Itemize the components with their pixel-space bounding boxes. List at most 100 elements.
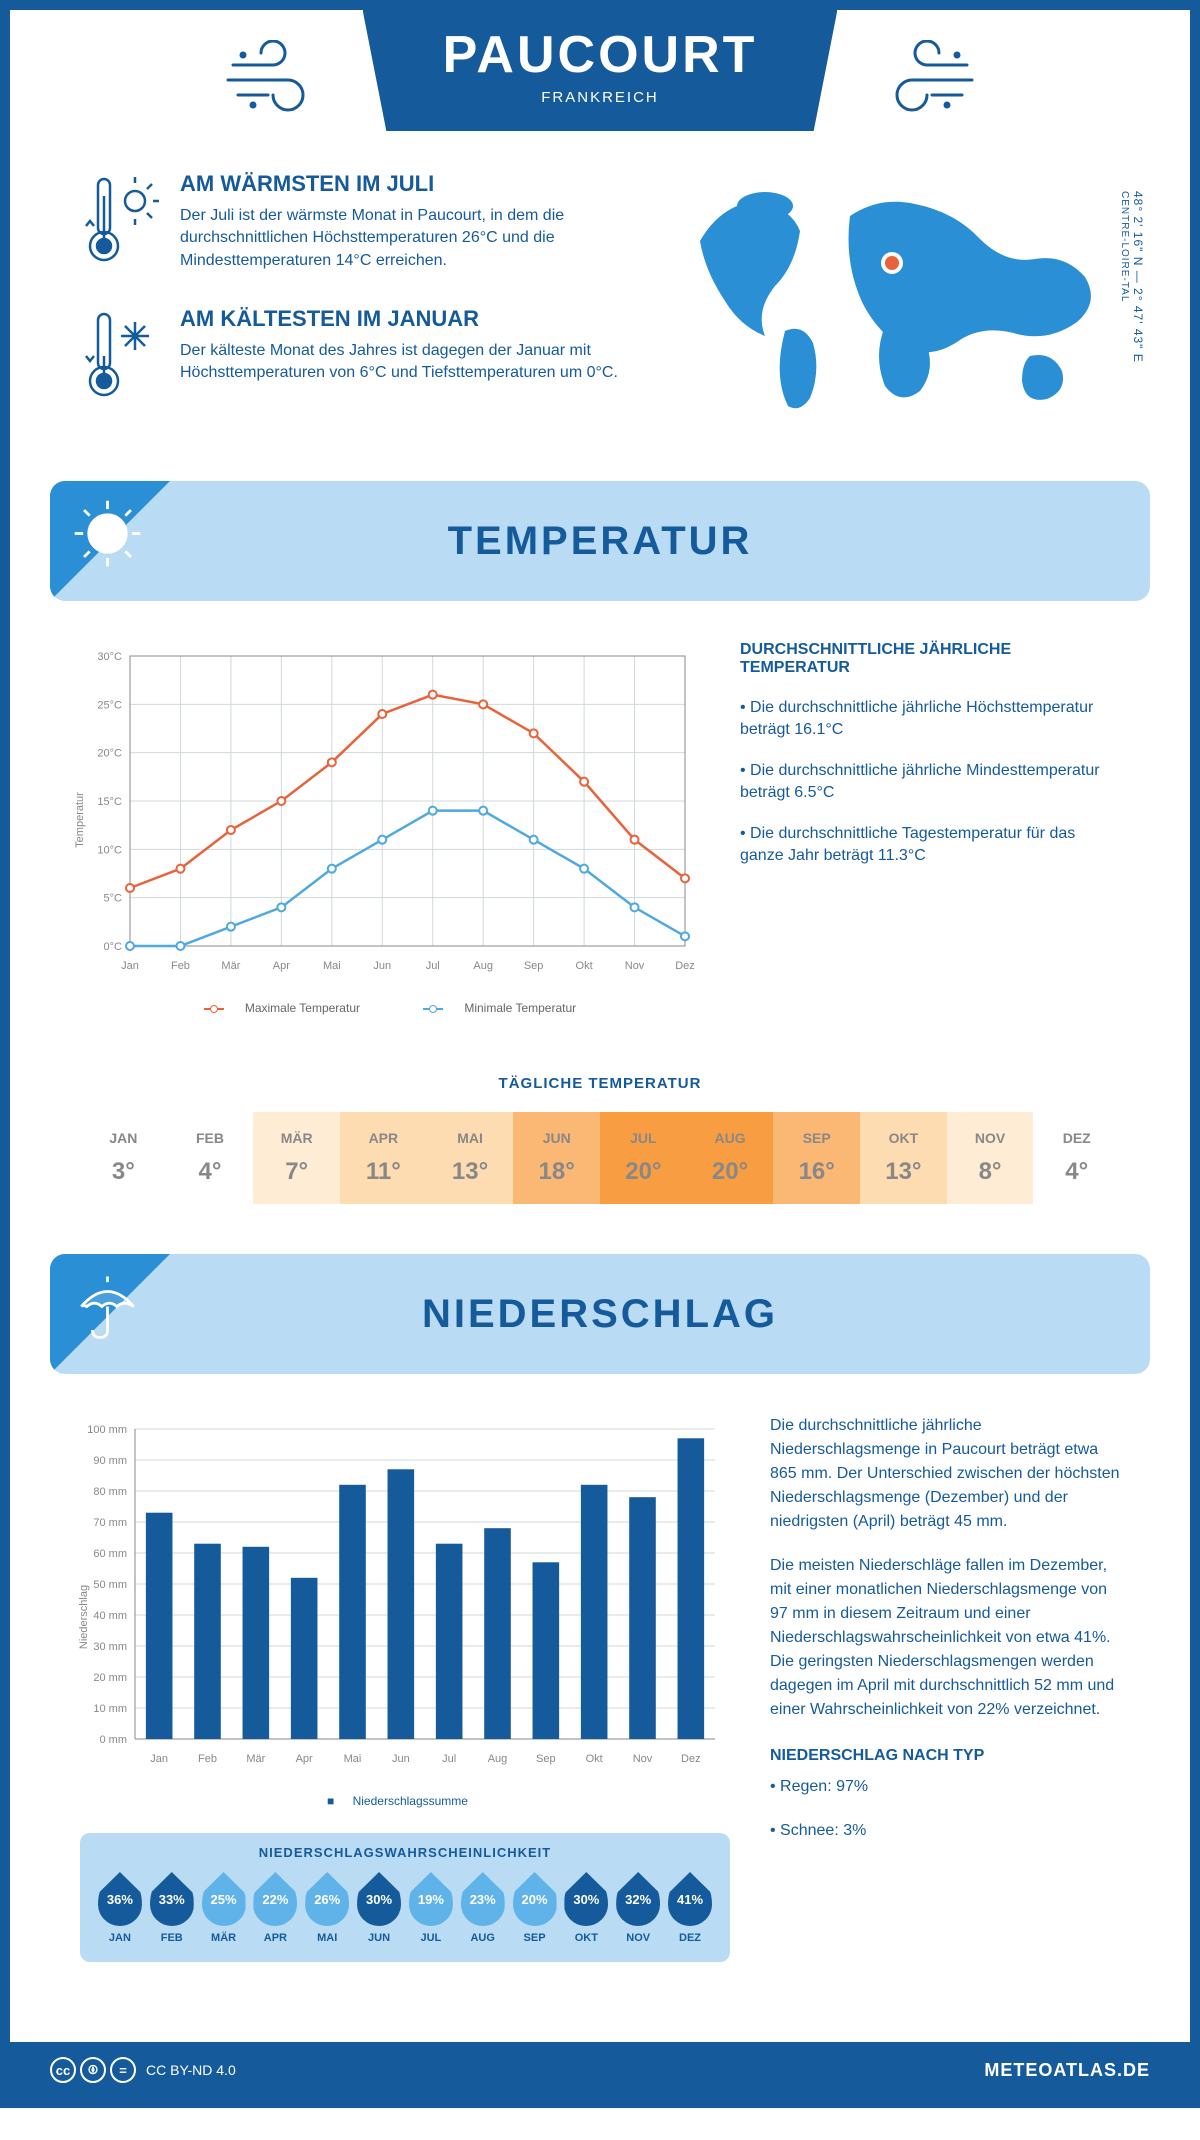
precip-p2: Die meisten Niederschläge fallen im Deze…	[770, 1554, 1120, 1722]
probability-cell: 30%OKT	[561, 1872, 611, 1944]
probability-cell: 23%AUG	[458, 1872, 508, 1944]
infographic-frame: PAUCOURT FRANKREICH	[0, 0, 1200, 2108]
probability-cell: 30%JUN	[354, 1872, 404, 1944]
intro-section: AM WÄRMSTEN IM JULI Der Juli ist der wär…	[10, 151, 1190, 481]
daily-cell: OKT13°	[860, 1112, 947, 1204]
probability-cell: 36%JAN	[95, 1872, 145, 1944]
coldest-block: AM KÄLTESTEN IM JANUAR Der kälteste Mona…	[80, 306, 630, 411]
precip-p1: Die durchschnittliche jährliche Niedersc…	[770, 1414, 1120, 1534]
raindrop-icon: 25%	[202, 1872, 246, 1926]
svg-text:Nov: Nov	[633, 1753, 653, 1765]
precipitation-bar-chart: Niederschlag 0 mm10 mm20 mm30 mm40 mm50 …	[80, 1414, 730, 1808]
svg-text:Aug: Aug	[488, 1753, 508, 1765]
svg-text:Jun: Jun	[392, 1753, 410, 1765]
svg-text:Sep: Sep	[536, 1753, 556, 1765]
title-banner: PAUCOURT FRANKREICH	[363, 10, 838, 131]
svg-text:70 mm: 70 mm	[93, 1517, 127, 1529]
svg-text:Apr: Apr	[273, 960, 290, 972]
daily-cell: JUL20°	[600, 1112, 687, 1204]
thermometer-snow-icon	[80, 306, 160, 411]
raindrop-icon: 30%	[357, 1872, 401, 1926]
precip-legend: Niederschlagssumme	[353, 1794, 468, 1808]
raindrop-icon: 36%	[98, 1872, 142, 1926]
precip-snow: • Schnee: 3%	[770, 1819, 1120, 1843]
raindrop-icon: 26%	[305, 1872, 349, 1926]
svg-text:Dez: Dez	[681, 1753, 701, 1765]
svg-text:Okt: Okt	[576, 960, 593, 972]
daily-cell: NOV8°	[947, 1112, 1034, 1204]
probability-cell: 20%SEP	[510, 1872, 560, 1944]
temperature-banner: TEMPERATUR	[50, 481, 1150, 601]
daily-cell: JUN18°	[513, 1112, 600, 1204]
svg-text:Jul: Jul	[426, 960, 440, 972]
region-name: CENTRE-LOIRE-TAL	[1119, 191, 1130, 302]
daily-cell: APR11°	[340, 1112, 427, 1204]
precipitation-section: Niederschlag 0 mm10 mm20 mm30 mm40 mm50 …	[10, 1374, 1190, 2002]
probability-title: NIEDERSCHLAGSWAHRSCHEINLICHKEIT	[95, 1845, 715, 1860]
svg-text:Feb: Feb	[198, 1753, 217, 1765]
svg-text:90 mm: 90 mm	[93, 1455, 127, 1467]
svg-text:Mai: Mai	[344, 1753, 362, 1765]
cc-icon: cc	[50, 2057, 76, 2083]
temperature-section: Temperatur 0°C5°C10°C15°C20°C25°C30°CJan…	[10, 601, 1190, 1055]
wind-icon-right	[857, 40, 977, 125]
probability-cell: 33% FEB	[147, 1872, 197, 1944]
probability-month: NOV	[613, 1932, 663, 1944]
svg-text:Jan: Jan	[121, 960, 139, 972]
precipitation-summary: Die durchschnittliche jährliche Niedersc…	[770, 1414, 1120, 1962]
probability-cell: 32% NOV	[613, 1872, 663, 1944]
svg-text:20 mm: 20 mm	[93, 1672, 127, 1684]
svg-text:10°C: 10°C	[97, 844, 122, 856]
svg-text:Mai: Mai	[323, 960, 341, 972]
precipitation-heading: NIEDERSCHLAG	[422, 1292, 778, 1337]
svg-text:10 mm: 10 mm	[93, 1703, 127, 1715]
warmest-title: AM WÄRMSTEN IM JULI	[180, 171, 630, 197]
svg-text:60 mm: 60 mm	[93, 1548, 127, 1560]
svg-text:15°C: 15°C	[97, 796, 122, 808]
daily-temp-title: TÄGLICHE TEMPERATUR	[10, 1075, 1190, 1092]
temperature-line-chart: Temperatur 0°C5°C10°C15°C20°C25°C30°CJan…	[80, 641, 700, 1015]
world-map-column: 48° 2' 16" N — 2° 47' 43" E CENTRE-LOIRE…	[670, 171, 1120, 441]
probability-cell: 19%JUL	[406, 1872, 456, 1944]
temperature-heading: TEMPERATUR	[448, 519, 753, 564]
probability-cell: 26%MAI	[302, 1872, 352, 1944]
probability-month: AUG	[458, 1932, 508, 1944]
probability-cell: 41%DEZ	[665, 1872, 715, 1944]
coldest-text: Der kälteste Monat des Jahres ist dagege…	[180, 340, 630, 385]
probability-month: FEB	[147, 1932, 197, 1944]
probability-month: MÄR	[199, 1932, 249, 1944]
nd-icon: =	[110, 2057, 136, 2083]
license-block: cc 🅯 = CC BY-ND 4.0	[50, 2057, 236, 2083]
precip-rain: • Regen: 97%	[770, 1775, 1120, 1799]
umbrella-icon	[70, 1269, 145, 1349]
probability-month: OKT	[561, 1932, 611, 1944]
raindrop-icon: 32%	[616, 1872, 660, 1926]
svg-text:Jun: Jun	[373, 960, 391, 972]
daily-temp-row: JAN3°FEB4°MÄR7°APR11°MAI13°JUN18°JUL20°A…	[80, 1112, 1120, 1204]
svg-text:Feb: Feb	[171, 960, 190, 972]
daily-cell: JAN3°	[80, 1112, 167, 1204]
by-icon: 🅯	[80, 2057, 106, 2083]
probability-row: 36%JAN33%FEB25%MÄR22%APR26%MAI30%JUN19%J…	[95, 1872, 715, 1944]
svg-text:100 mm: 100 mm	[87, 1424, 127, 1436]
temp-chart-legend: Maximale Temperatur Minimale Temperatur	[80, 1001, 700, 1015]
svg-text:Jan: Jan	[150, 1753, 168, 1765]
world-map-icon	[670, 171, 1120, 426]
raindrop-icon: 33%	[150, 1872, 194, 1926]
precip-chart-svg: 0 mm10 mm20 mm30 mm40 mm50 mm60 mm70 mm8…	[80, 1414, 730, 1774]
probability-month: DEZ	[665, 1932, 715, 1944]
cc-icons: cc 🅯 =	[50, 2057, 136, 2083]
svg-text:25°C: 25°C	[97, 699, 122, 711]
svg-text:Sep: Sep	[524, 960, 544, 972]
svg-text:Mär: Mär	[246, 1753, 265, 1765]
svg-text:50 mm: 50 mm	[93, 1579, 127, 1591]
temp-avg-b2: • Die durchschnittliche jährliche Mindes…	[740, 760, 1120, 805]
svg-text:80 mm: 80 mm	[93, 1486, 127, 1498]
raindrop-icon: 19%	[409, 1872, 453, 1926]
city-name: PAUCOURT	[443, 25, 758, 85]
daily-cell: AUG20°	[687, 1112, 774, 1204]
svg-text:Okt: Okt	[586, 1753, 603, 1765]
precipitation-banner: NIEDERSCHLAG	[50, 1254, 1150, 1374]
svg-text:Apr: Apr	[296, 1753, 313, 1765]
legend-max: Maximale Temperatur	[245, 1001, 360, 1015]
